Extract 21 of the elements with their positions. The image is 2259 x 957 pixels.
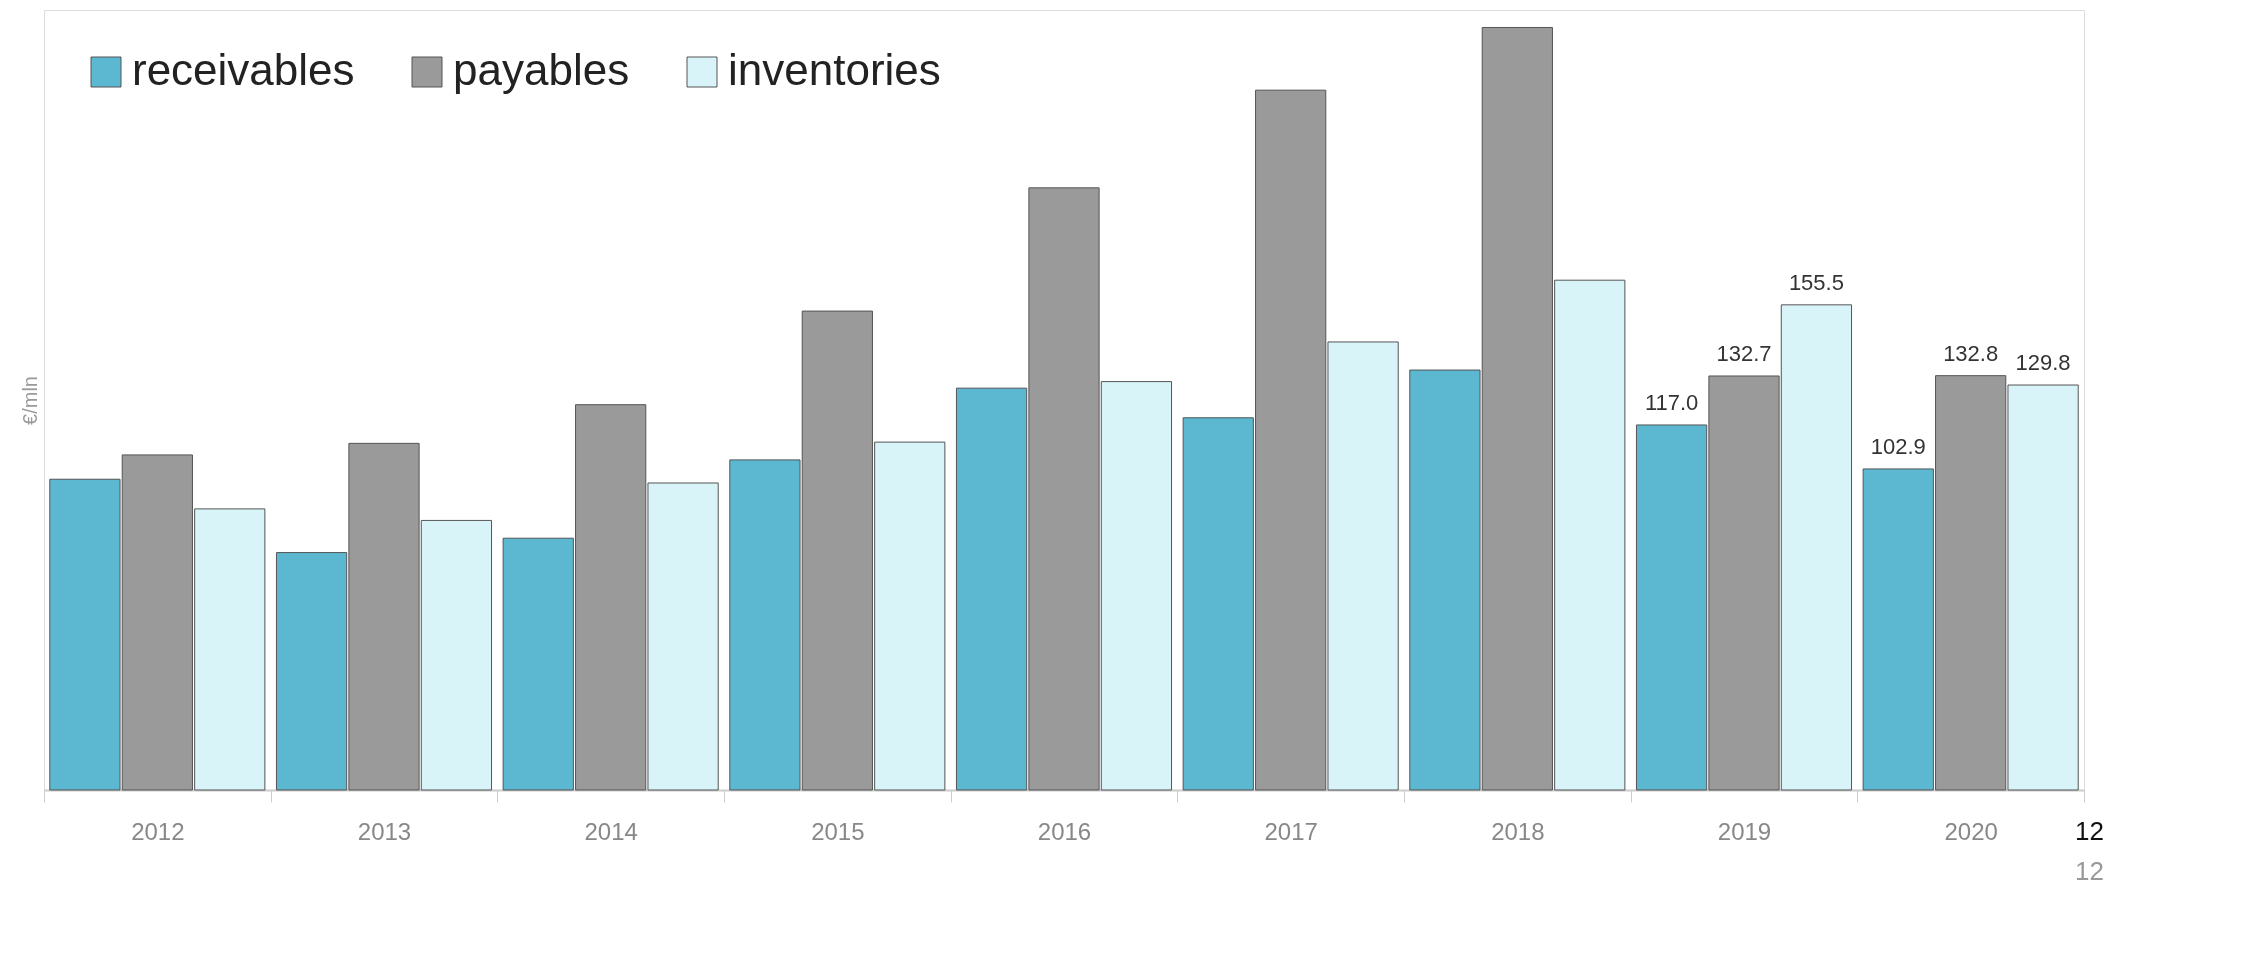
- x-tick-label: 2020: [1944, 817, 1998, 845]
- x-tick-label: 2018: [1491, 817, 1545, 845]
- data-label: 117.0: [1644, 389, 1699, 415]
- legend-label: receivables: [132, 45, 355, 94]
- data-label: 132.7: [1716, 340, 1772, 366]
- y-axis-title: €/mln: [18, 376, 41, 425]
- x-tick-label: 2015: [811, 817, 865, 845]
- data-label: 129.8: [2015, 350, 2071, 376]
- x-tick-label: 2013: [357, 817, 412, 845]
- legend-label: inventories: [728, 45, 941, 94]
- legend-label: payables: [453, 45, 630, 94]
- x-tick-label: 2019: [1717, 817, 1772, 845]
- data-label: 155.5: [1788, 269, 1844, 295]
- x-tick-label: 2017: [1264, 817, 1318, 845]
- x-tick-label: 2014: [584, 817, 638, 845]
- text: 12: [2075, 856, 2104, 886]
- x-tick-label: 2012: [131, 817, 185, 845]
- x-tick-label: 2016: [1037, 817, 1092, 845]
- data-label: 132.8: [1943, 340, 1999, 366]
- data-label: 102.9: [1870, 433, 1926, 459]
- text: 12: [2075, 816, 2104, 846]
